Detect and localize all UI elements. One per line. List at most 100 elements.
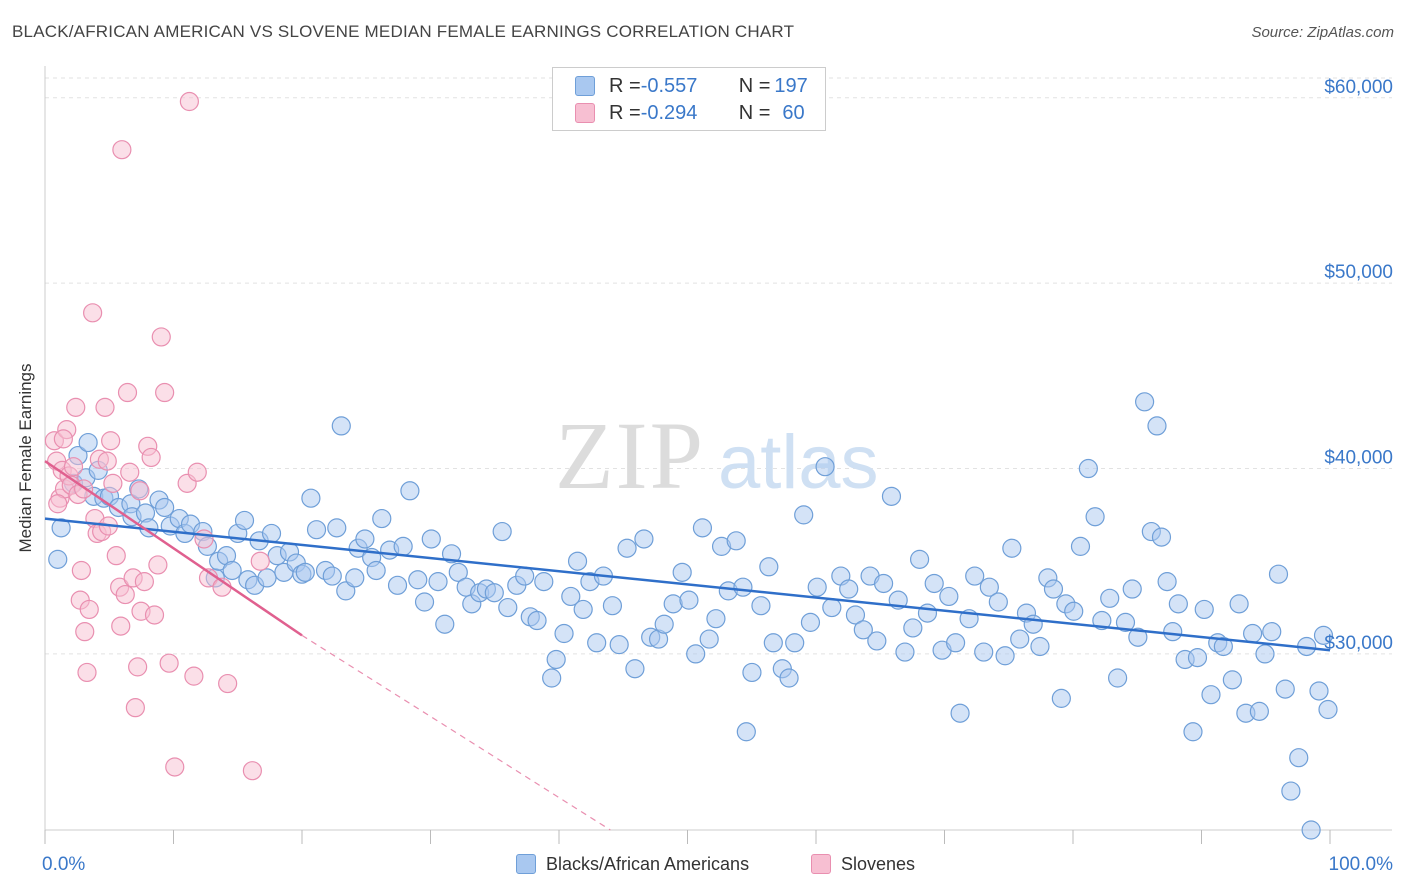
y-tick-label: $60,000	[1324, 77, 1393, 98]
x-tick-label: 100.0%	[1329, 854, 1394, 875]
data-point-blacks	[1194, 599, 1214, 620]
data-point-blacks	[1201, 685, 1221, 705]
data-point-blacks	[408, 570, 428, 590]
data-point-blacks	[155, 497, 175, 518]
data-point-slovenes	[101, 431, 121, 451]
data-point-blacks	[1255, 644, 1275, 664]
data-point-blacks	[794, 505, 814, 525]
data-point-blacks	[327, 518, 347, 538]
data-point-blacks	[1213, 636, 1233, 657]
data-point-blacks	[1249, 701, 1269, 721]
tick-labels: $30,000 $40,000 $50,000 $60,000 0.0% 100.0%	[42, 77, 1393, 875]
source-label: Source: ZipAtlas.com	[1251, 24, 1394, 41]
data-point-slovenes	[117, 382, 138, 403]
data-point-blacks	[679, 590, 699, 610]
data-point-blacks	[663, 594, 683, 614]
data-point-slovenes	[250, 551, 270, 571]
data-point-slovenes	[242, 761, 262, 781]
data-point-blacks	[1128, 627, 1148, 647]
data-point-slovenes	[194, 529, 214, 549]
data-point-slovenes	[53, 429, 73, 449]
data-point-blacks	[546, 649, 566, 670]
trend-line-blacks	[44, 517, 1331, 652]
data-point-blacks	[1309, 681, 1329, 701]
data-point-blacks	[726, 531, 746, 551]
data-point-blacks	[393, 536, 413, 556]
data-point-blacks	[372, 508, 392, 529]
data-point-slovenes	[165, 757, 185, 777]
data-point-blacks	[939, 586, 959, 607]
data-point-blacks	[554, 623, 574, 644]
data-point-blacks	[257, 568, 277, 588]
data-point-slovenes	[115, 584, 135, 605]
data-point-blacks	[1100, 588, 1120, 608]
data-point-blacks	[234, 510, 255, 531]
data-point-slovenes	[66, 397, 86, 417]
watermark: ZIP atlas	[555, 402, 879, 509]
data-point-slovenes	[141, 447, 161, 468]
bottom-legend-slovenes: Slovenes	[811, 851, 915, 877]
legend-n-value: 197	[774, 74, 808, 97]
bottom-legend-swatch-slovenes	[811, 854, 831, 874]
data-point-slovenes	[71, 560, 91, 581]
data-point-blacks	[1243, 623, 1263, 644]
data-point-blacks	[699, 629, 719, 649]
data-point-blacks	[1222, 670, 1242, 690]
data-point-blacks	[492, 521, 512, 542]
data-point-slovenes	[155, 382, 175, 403]
data-point-blacks	[484, 583, 504, 603]
data-point-blacks	[421, 529, 441, 549]
data-point-blacks	[387, 575, 408, 595]
data-point-blacks	[965, 566, 985, 586]
data-point-blacks	[950, 703, 970, 723]
data-point-blacks	[1108, 668, 1128, 688]
data-point-slovenes	[144, 605, 165, 625]
bottom-legend-blacks: Blacks/African Americans	[516, 851, 749, 877]
legend-swatch-slovenes	[575, 103, 595, 123]
data-point-blacks	[881, 486, 902, 506]
data-point-slovenes	[151, 327, 171, 347]
data-point-blacks	[295, 562, 315, 582]
data-point-slovenes	[111, 616, 131, 636]
data-point-slovenes	[120, 462, 140, 482]
data-point-blacks	[733, 577, 753, 597]
data-point-blacks	[924, 573, 944, 594]
data-point-blacks	[1157, 572, 1177, 592]
data-point-slovenes	[184, 666, 204, 686]
data-point-blacks	[1301, 820, 1321, 840]
y-tick-label: $40,000	[1324, 448, 1393, 469]
watermark-atlas: atlas	[718, 420, 879, 505]
data-point-blacks	[917, 603, 938, 623]
data-point-slovenes	[218, 673, 238, 694]
data-point-slovenes	[187, 462, 207, 482]
trend-line-slovenes	[44, 460, 303, 637]
data-point-blacks	[1051, 688, 1071, 708]
data-point-blacks	[845, 605, 866, 625]
data-point-blacks	[1289, 748, 1309, 768]
data-point-blacks	[672, 562, 692, 582]
data-point-blacks	[692, 518, 713, 538]
data-point-blacks	[742, 662, 762, 683]
data-point-blacks	[78, 432, 98, 453]
data-point-blacks	[1030, 636, 1050, 657]
stats-legend: R = -0.557 N = 197 R = -0.294 N = 60	[552, 67, 826, 131]
data-point-slovenes	[95, 397, 115, 417]
data-point-blacks	[785, 633, 805, 653]
data-point-blacks	[1187, 648, 1208, 668]
data-point-slovenes	[159, 653, 179, 673]
data-point-blacks	[366, 560, 386, 581]
data-point-blacks	[751, 596, 771, 616]
data-point-blacks	[807, 577, 827, 597]
legend-n-value: 60	[782, 101, 805, 124]
data-point-blacks	[979, 577, 999, 597]
series-blacks-points	[48, 392, 1338, 840]
legend-r-value: -0.557	[640, 74, 698, 97]
data-point-blacks	[573, 599, 593, 620]
data-point-blacks	[853, 620, 873, 640]
data-point-blacks	[527, 610, 547, 631]
data-point-blacks	[1078, 458, 1098, 479]
data-point-blacks	[561, 586, 581, 607]
data-point-blacks	[400, 481, 420, 501]
data-point-blacks	[903, 618, 923, 638]
data-point-blacks	[867, 631, 887, 651]
